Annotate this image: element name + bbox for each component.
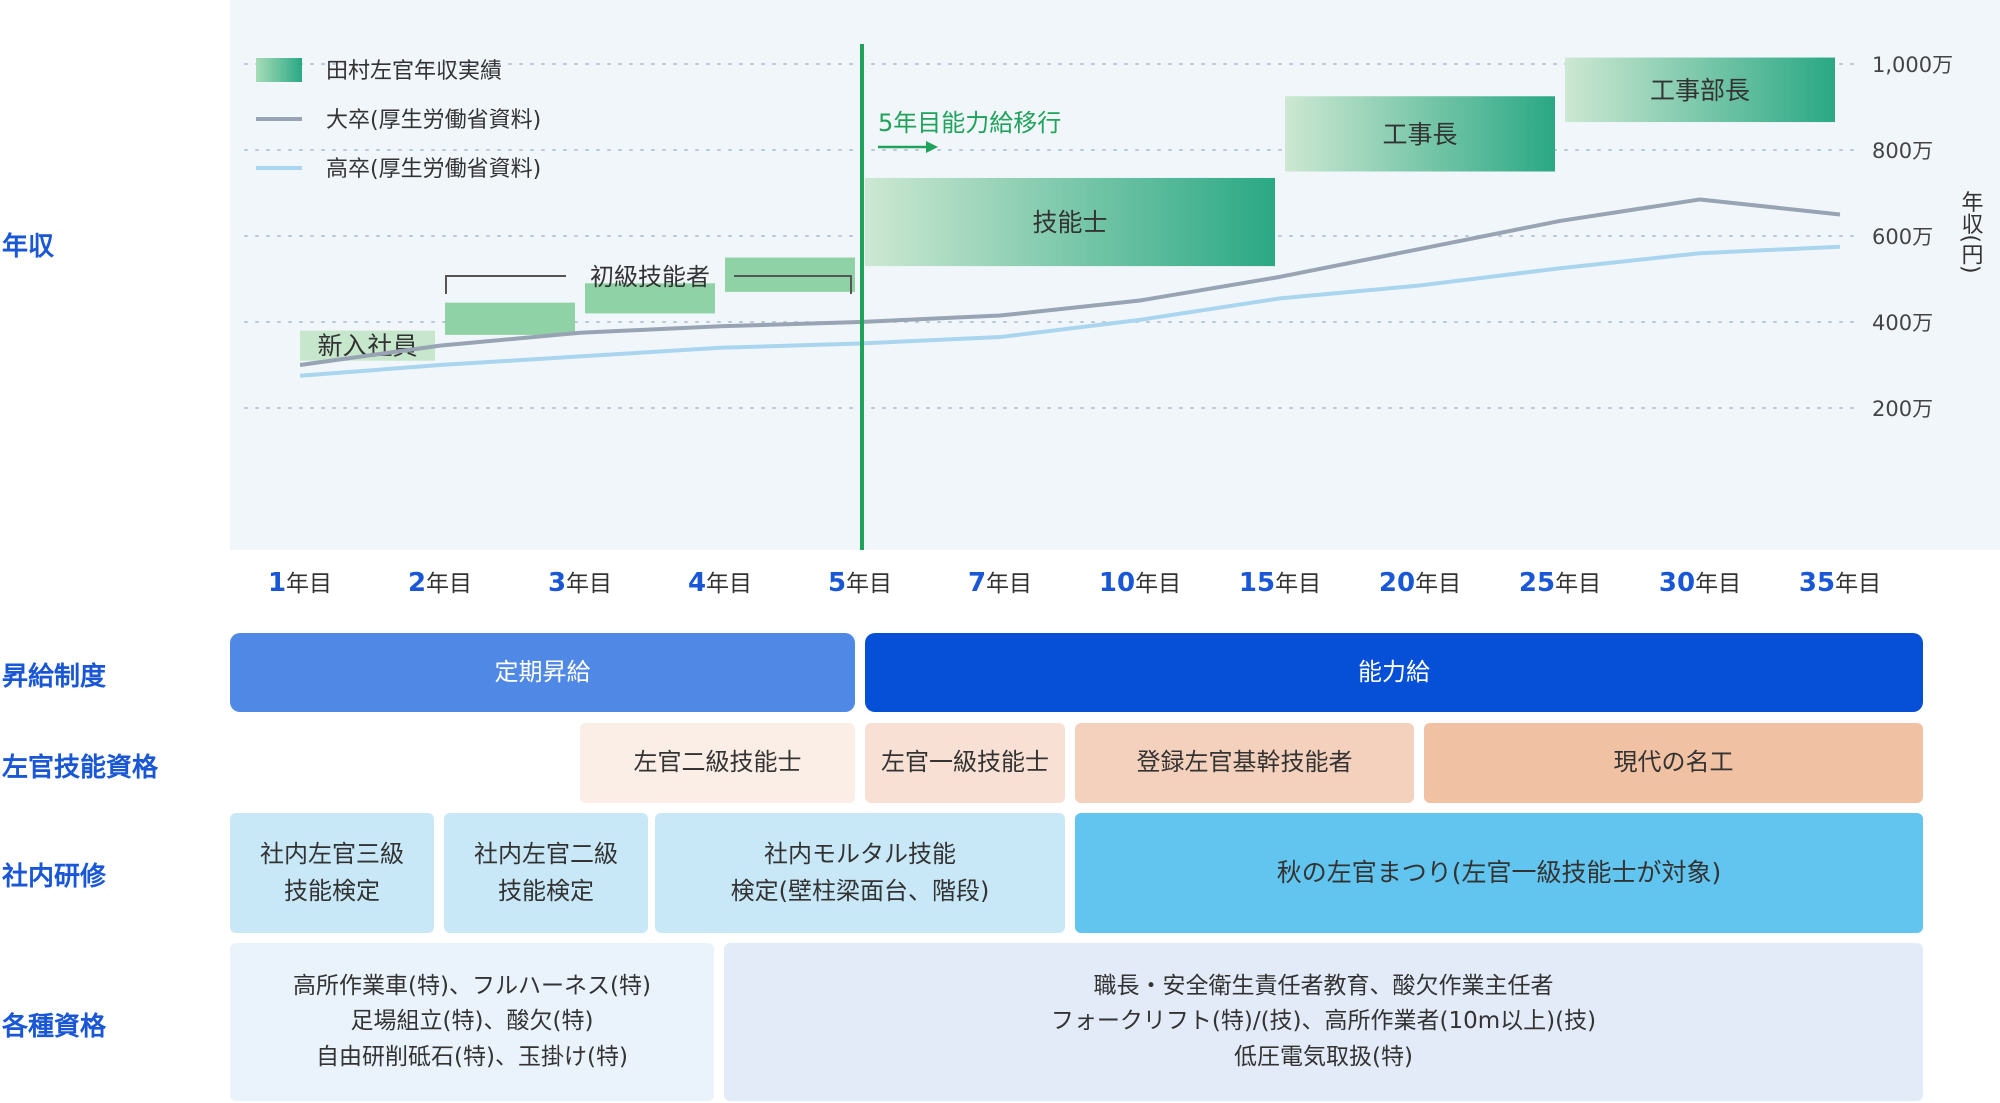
cert-line: 職長・安全衛生責任者教育、酸欠作業主任者 [1093, 972, 1554, 999]
milestone-arrow-head [926, 141, 938, 153]
skill-plasterer-grade2: 左官二級技能士 [580, 723, 855, 803]
y-tick-label: 200万 [1872, 397, 1933, 421]
legend-label: 高卒(厚生労働省資料) [326, 157, 541, 182]
cert-line: フォークリフト(特)/(技)、高所作業者(10m以上)(技) [1050, 1008, 1597, 1035]
raise-regular: 定期昇給 [230, 633, 855, 712]
skill-plasterer-grade1: 左官一級技能士 [865, 723, 1065, 803]
skill-label: 左官二級技能士 [633, 748, 802, 777]
series-line [299, 197, 1841, 367]
bracket-left [445, 275, 566, 294]
y-tick-label: 800万 [1872, 139, 1933, 163]
x-tick-label: 10年目 [1099, 568, 1181, 598]
tamura-range-bar [585, 283, 715, 314]
cert-line: 高所作業車(特)、フルハーネス(特) [293, 972, 651, 999]
x-tick-label: 25年目 [1519, 568, 1601, 598]
x-tick-label: 30年目 [1659, 568, 1741, 598]
y-axis-label-text: 年収(円) [1958, 190, 1983, 273]
tamura-range-label: 工事部長 [1650, 76, 1750, 105]
raise-regular-label: 定期昇給 [494, 657, 591, 686]
legend-swatch [256, 58, 302, 82]
raise-ability: 能力給 [865, 633, 1923, 712]
milestone-annotation: 5年目能力給移行 [860, 44, 1061, 550]
row-label-skill-qualification: 左官技能資格 [2, 753, 159, 783]
row-label-certifications: 各種資格 [2, 1012, 107, 1042]
training-mortar-exam: 社内モルタル技能検定(壁柱梁面台、階段) [655, 813, 1065, 933]
training-grade2-exam: 社内左官二級 技能検定 [444, 813, 648, 933]
y-axis-ticks: 200万 400万 600万 800万 1,000万 [1872, 53, 1953, 421]
training-line: 社内モルタル技能 [763, 839, 956, 868]
milestone-label: 5年目能力給移行 [878, 109, 1061, 137]
tamura-range-bar [445, 302, 575, 335]
x-tick-label: 7年目 [968, 568, 1032, 598]
skill-modern-master: 現代の名工 [1424, 723, 1923, 803]
x-tick-label: 15年目 [1239, 568, 1321, 598]
training-line: 社内左官二級 [474, 839, 618, 868]
comparison-lines [299, 197, 1841, 378]
training-line: 社内左官三級 [260, 839, 404, 868]
training-grade3-exam: 社内左官三級 技能検定 [230, 813, 434, 933]
series-line [299, 244, 1841, 378]
y-tick-label: 400万 [1872, 311, 1933, 335]
legend-label: 大卒(厚生労働省資料) [326, 108, 541, 133]
certifications-special: 高所作業車(特)、フルハーネス(特) 足場組立(特)、酸欠(特) 自由研削砥石(特)… [230, 943, 714, 1101]
tamura-range-bar [1285, 96, 1555, 172]
x-tick-label: 5年目 [828, 568, 892, 598]
training-line: 秋の左官まつり(左官一級技能士が対象) [1276, 857, 1722, 887]
cert-line: 自由研削砥石(特)、玉掛け(特) [316, 1043, 628, 1070]
skill-label: 現代の名工 [1613, 748, 1734, 777]
skill-label: 登録左官基幹技能者 [1136, 748, 1353, 777]
bracket-label: 初級技能者 [590, 263, 710, 291]
tamura-range-bar [865, 177, 1275, 267]
x-tick-label: 3年目 [548, 568, 612, 598]
legend-label: 田村左官年収実績 [326, 59, 502, 84]
skill-registered-core-skilled: 登録左官基幹技能者 [1075, 723, 1414, 803]
tamura-range-label: 工事長 [1382, 120, 1457, 149]
tamura-range-label: 技能士 [1032, 208, 1107, 237]
x-tick-label: 35年目 [1799, 568, 1881, 598]
skill-label: 左官一級技能士 [881, 748, 1049, 777]
y-tick-label: 600万 [1872, 225, 1933, 249]
cert-line: 足場組立(特)、酸欠(特) [350, 1008, 594, 1035]
training-line: 検定(壁柱梁面台、階段) [730, 877, 990, 905]
x-tick-label: 4年目 [688, 568, 752, 598]
x-axis-ticks: 1年目 2年目 3年目 4年目 5年目 7年目 10年目 15年目 20年目 25年目 30年目 35… [268, 568, 1881, 598]
x-tick-label: 20年目 [1379, 568, 1461, 598]
training-autumn-festival: 秋の左官まつり(左官一級技能士が対象) [1075, 813, 1923, 933]
bracket-right [734, 275, 852, 294]
training-line: 技能検定 [498, 877, 594, 905]
y-axis-label: 年収(円) [1958, 190, 1983, 273]
training-line: 技能検定 [284, 877, 380, 905]
certifications-leadership: 職長・安全衛生責任者教育、酸欠作業主任者フォークリフト(特)/(技)、高所作業者… [724, 943, 1923, 1101]
cert-line: 低圧電気取扱(特) [1234, 1043, 1413, 1070]
tamura-range-bar [725, 257, 855, 292]
y-tick-label: 1,000万 [1872, 53, 1953, 77]
row-label-training: 社内研修 [2, 862, 107, 892]
row-label-raise-system: 昇給制度 [2, 662, 107, 692]
x-tick-label: 2年目 [408, 568, 472, 598]
raise-ability-label: 能力給 [1358, 657, 1430, 686]
x-tick-label: 1年目 [268, 568, 332, 598]
beginner-bracket: 初級技能者 [445, 263, 852, 294]
tamura-range-bar [1565, 57, 1835, 123]
row-label-income: 年収 [2, 232, 55, 262]
